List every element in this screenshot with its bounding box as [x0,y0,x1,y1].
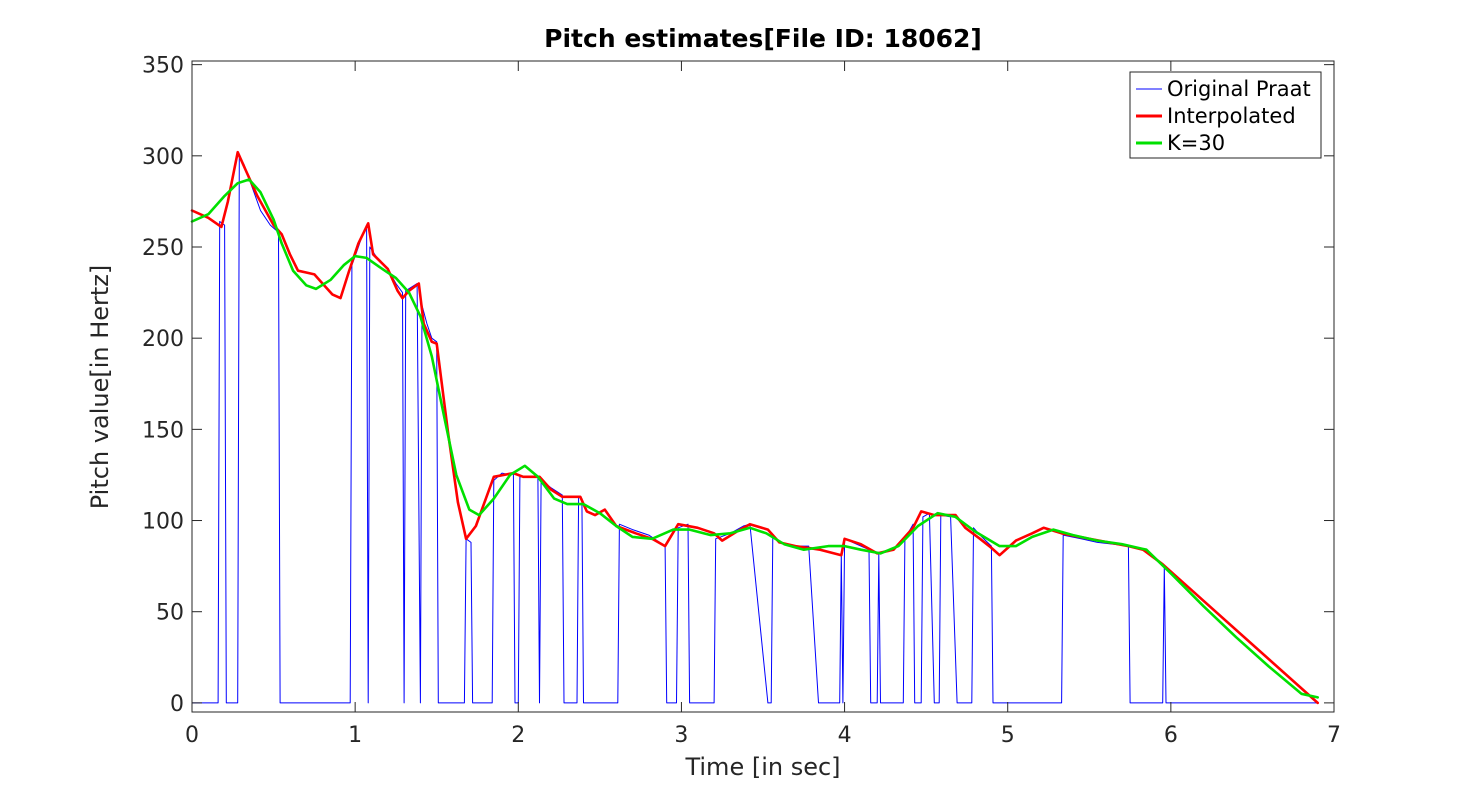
legend-label-original-praat: Original Praat [1167,77,1311,101]
x-tick-label: 4 [838,723,852,748]
x-tick-label: 0 [185,723,199,748]
legend-label-interpolated: Interpolated [1167,104,1296,128]
x-axis-label: Time [in sec] [684,753,840,781]
y-tick-label: 200 [142,327,184,352]
x-axis-ticks: 0 1 2 3 4 5 6 7 [185,61,1341,748]
x-tick-label: 6 [1164,723,1178,748]
axes-frame [191,60,1335,713]
legend: Original Praat Interpolated K=30 [1129,71,1322,159]
y-tick-label: 350 [142,54,184,79]
y-tick-label: 250 [142,236,184,261]
axes-background [192,61,1334,712]
series-layer [190,150,1319,705]
series-line-k-30 [190,178,1319,699]
x-tick-label: 2 [511,723,525,748]
y-tick-label: 100 [142,510,184,535]
legend-entry-original-praat: Original Praat [1136,77,1311,101]
y-tick-label: 150 [142,418,184,443]
x-tick-label: 5 [1001,723,1015,748]
y-axis-label: Pitch value[in Hertz] [86,265,114,510]
legend-entry-k30: K=30 [1136,131,1225,155]
y-axis-ticks: 0 50 100 150 200 250 300 350 [142,54,1334,717]
y-tick-label: 50 [156,601,184,626]
legend-label-k30: K=30 [1167,131,1225,155]
y-tick-label: 0 [170,692,184,717]
chart-title: Pitch estimates[File ID: 18062] [544,24,982,53]
x-tick-label: 7 [1327,723,1341,748]
x-tick-label: 3 [674,723,688,748]
x-tick-label: 1 [348,723,362,748]
plot-area [190,60,1335,713]
legend-entry-interpolated: Interpolated [1136,104,1296,128]
y-tick-label: 300 [142,145,184,170]
